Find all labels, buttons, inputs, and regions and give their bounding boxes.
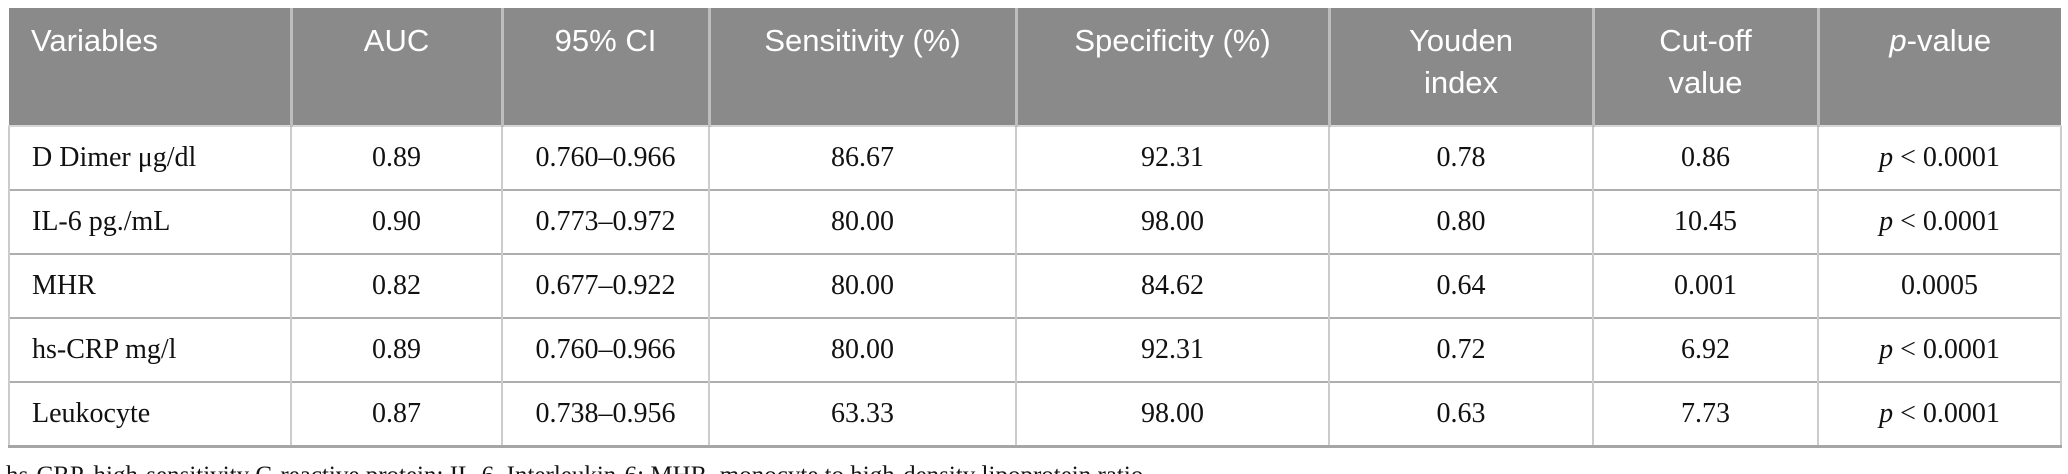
cell-p-value: p < 0.0001: [1817, 189, 2062, 254]
cell-cutoff: 0.86: [1592, 126, 1819, 190]
p-text: 0.0005: [1901, 270, 1978, 301]
table-header-row: Variables AUC 95% CI Sensitivity (%) Spe…: [9, 8, 2061, 127]
col-header-auc: AUC: [289, 8, 502, 127]
cell-p-value: p < 0.0001: [1817, 381, 2062, 448]
cell-sensitivity: 80.00: [708, 317, 1017, 382]
cell-auc: 0.87: [290, 381, 503, 448]
cell-youden: 0.63: [1328, 381, 1594, 448]
cell-cutoff: 6.92: [1592, 317, 1819, 382]
cell-variable: hs-CRP mg/l: [8, 317, 292, 382]
cell-specificity: 84.62: [1015, 253, 1330, 318]
p-italic: p: [1879, 334, 1894, 365]
table-row-leukocyte: Leukocyte 0.87 0.738–0.956 63.33 98.00 0…: [8, 381, 2062, 448]
cell-specificity: 98.00: [1015, 381, 1330, 448]
cell-sensitivity: 80.00: [708, 253, 1017, 318]
p-italic: p: [1879, 398, 1894, 429]
cell-ci: 0.677–0.922: [501, 253, 710, 318]
cell-variable: Leukocyte: [8, 381, 292, 448]
cell-auc: 0.89: [290, 317, 503, 382]
table-row-hscrp: hs-CRP mg/l 0.89 0.760–0.966 80.00 92.31…: [8, 317, 2062, 382]
col-header-youden-index: Youden index: [1327, 8, 1593, 127]
cell-cutoff: 7.73: [1592, 381, 1819, 448]
col-header-specificity: Specificity (%): [1014, 8, 1329, 127]
cell-youden: 0.72: [1328, 317, 1594, 382]
cell-youden: 0.78: [1328, 126, 1594, 190]
cell-sensitivity: 63.33: [708, 381, 1017, 448]
p-value-rest: -value: [1906, 23, 1992, 58]
table-row-d-dimer: D Dimer μg/dl 0.89 0.760–0.966 86.67 92.…: [8, 126, 2062, 190]
cell-cutoff: 0.001: [1592, 253, 1819, 318]
cell-variable: IL-6 pg./mL: [8, 189, 292, 254]
cell-variable: MHR: [8, 253, 292, 318]
cell-specificity: 92.31: [1015, 126, 1330, 190]
cell-auc: 0.90: [290, 189, 503, 254]
cell-p-value: 0.0005: [1817, 253, 2062, 318]
col-header-sensitivity: Sensitivity (%): [707, 8, 1016, 127]
cell-p-value: p < 0.0001: [1817, 126, 2062, 190]
cell-auc: 0.89: [290, 126, 503, 190]
p-text: < 0.0001: [1893, 142, 2000, 173]
p-value-italic-p: p: [1889, 23, 1907, 58]
table-row-il6: IL-6 pg./mL 0.90 0.773–0.972 80.00 98.00…: [8, 189, 2062, 254]
cell-sensitivity: 86.67: [708, 126, 1017, 190]
cell-ci: 0.738–0.956: [501, 381, 710, 448]
table-row-mhr: MHR 0.82 0.677–0.922 80.00 84.62 0.64 0.…: [8, 253, 2062, 318]
p-text: < 0.0001: [1893, 334, 2000, 365]
col-header-p-value: p-value: [1816, 8, 2061, 127]
roc-analysis-table: Variables AUC 95% CI Sensitivity (%) Spe…: [8, 8, 2062, 448]
cell-cutoff: 10.45: [1592, 189, 1819, 254]
p-text: < 0.0001: [1893, 398, 2000, 429]
p-text: < 0.0001: [1893, 206, 2000, 237]
cell-variable: D Dimer μg/dl: [8, 126, 292, 190]
cell-youden: 0.64: [1328, 253, 1594, 318]
cell-sensitivity: 80.00: [708, 189, 1017, 254]
cell-ci: 0.760–0.966: [501, 317, 710, 382]
col-header-cutoff-value: Cut-off value: [1591, 8, 1818, 127]
col-header-95ci: 95% CI: [500, 8, 709, 127]
p-italic: p: [1879, 142, 1894, 173]
table-footnote: hs-CRP, high-sensitivity C-reactive prot…: [6, 462, 2068, 474]
cell-youden: 0.80: [1328, 189, 1594, 254]
cell-specificity: 98.00: [1015, 189, 1330, 254]
cell-p-value: p < 0.0001: [1817, 317, 2062, 382]
cell-specificity: 92.31: [1015, 317, 1330, 382]
cell-auc: 0.82: [290, 253, 503, 318]
p-italic: p: [1879, 206, 1894, 237]
cell-ci: 0.773–0.972: [501, 189, 710, 254]
col-header-variables: Variables: [9, 8, 291, 127]
cell-ci: 0.760–0.966: [501, 126, 710, 190]
